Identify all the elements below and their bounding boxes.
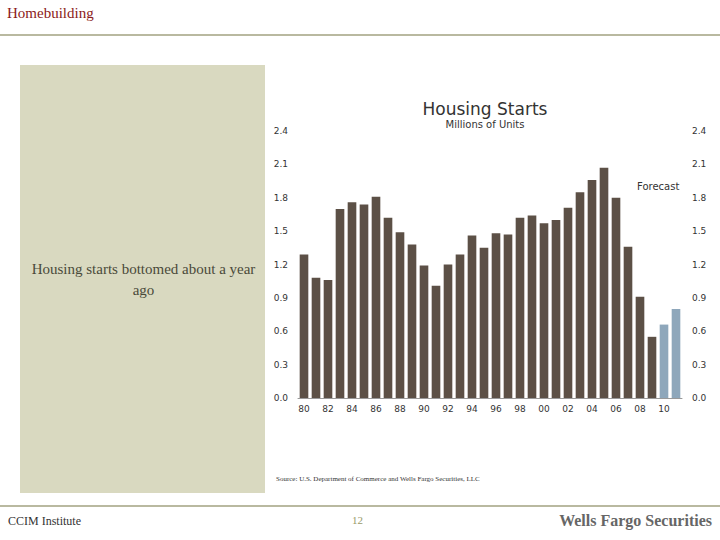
svg-text:80: 80 bbox=[298, 404, 310, 414]
svg-text:0.6: 0.6 bbox=[274, 326, 289, 336]
svg-text:0.0: 0.0 bbox=[274, 393, 289, 403]
svg-text:90: 90 bbox=[418, 404, 430, 414]
svg-text:92: 92 bbox=[442, 404, 453, 414]
svg-text:2.4: 2.4 bbox=[274, 126, 289, 136]
html-text:Housing starts bottomed about: Housing starts bottomed about a year ago bbox=[31, 261, 256, 298]
svg-text:02: 02 bbox=[562, 404, 573, 414]
svg-text:2.4: 2.4 bbox=[692, 126, 707, 136]
svg-text:2.1: 2.1 bbox=[274, 159, 288, 169]
svg-text:96: 96 bbox=[490, 404, 502, 414]
svg-text:Housing Starts: Housing Starts bbox=[423, 99, 548, 119]
svg-text:1.8: 1.8 bbox=[274, 193, 289, 203]
svg-text:88: 88 bbox=[394, 404, 406, 414]
svg-text:0.3: 0.3 bbox=[692, 360, 706, 370]
svg-text:1.8: 1.8 bbox=[692, 193, 707, 203]
svg-text:98: 98 bbox=[514, 404, 526, 414]
svg-text:86: 86 bbox=[370, 404, 382, 414]
svg-text:84: 84 bbox=[346, 404, 358, 414]
html-text:CCIM Institute: CCIM Institute bbox=[8, 514, 81, 528]
svg-text:0.9: 0.9 bbox=[692, 293, 707, 303]
svg-text:Millions of Units: Millions of Units bbox=[446, 119, 525, 130]
svg-text:Forecast: Forecast bbox=[637, 181, 679, 192]
svg-text:0.3: 0.3 bbox=[274, 360, 288, 370]
svg-text:1.5: 1.5 bbox=[692, 226, 706, 236]
svg-text:1.5: 1.5 bbox=[274, 226, 288, 236]
svg-text:00: 00 bbox=[538, 404, 550, 414]
svg-text:0.0: 0.0 bbox=[692, 393, 707, 403]
svg-text:2.1: 2.1 bbox=[692, 159, 706, 169]
svg-text:04: 04 bbox=[586, 404, 598, 414]
svg-text:1.2: 1.2 bbox=[692, 260, 706, 270]
svg-text:82: 82 bbox=[322, 404, 333, 414]
svg-text:0.6: 0.6 bbox=[692, 326, 707, 336]
svg-text:1.2: 1.2 bbox=[274, 260, 288, 270]
html-text:Wells Fargo Securities: Wells Fargo Securities bbox=[559, 512, 712, 529]
svg-text:10: 10 bbox=[658, 404, 670, 414]
svg-text:06: 06 bbox=[610, 404, 622, 414]
svg-text:08: 08 bbox=[634, 404, 646, 414]
html-text:Source: U.S. Department of Com: Source: U.S. Department of Commerce and … bbox=[276, 475, 480, 483]
html-text:12: 12 bbox=[352, 514, 363, 526]
svg-text:0.9: 0.9 bbox=[274, 293, 289, 303]
svg-text:94: 94 bbox=[466, 404, 478, 414]
html-text:Homebuilding: Homebuilding bbox=[7, 5, 94, 21]
